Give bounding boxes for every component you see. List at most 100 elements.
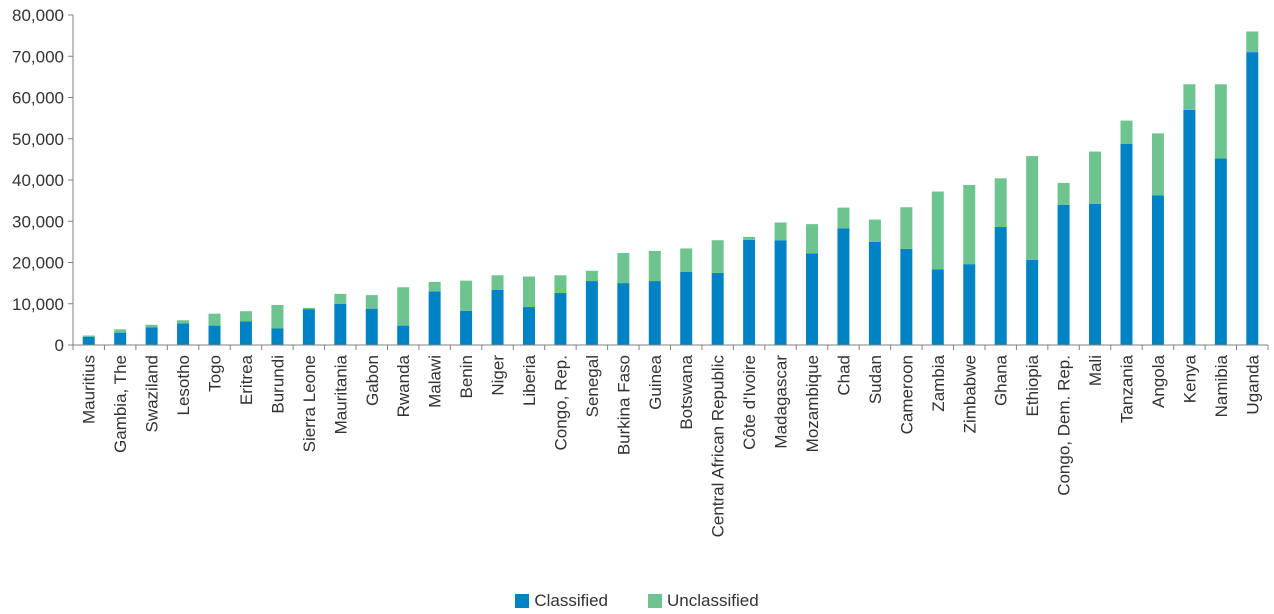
x-tick-label: Benin (457, 355, 476, 398)
bar-classified (302, 309, 315, 345)
x-tick-label: Lesotho (174, 355, 193, 416)
bar-classified (774, 240, 787, 345)
bar-classified (868, 241, 881, 345)
x-axis: Mauritius Gambia, The Swaziland Lesotho Togo… (72, 344, 1269, 538)
bar-unclassified (806, 224, 819, 254)
bar-classified (1026, 260, 1039, 345)
x-tick-label: Uganda (1243, 354, 1262, 414)
bar-unclassified (554, 275, 567, 294)
x-tick-label: Angola (1149, 354, 1168, 407)
x-tick-label: Mali (1086, 355, 1105, 386)
bar-unclassified (271, 304, 284, 329)
y-tick-label: 70,000 (12, 47, 64, 66)
bar-classified (806, 253, 819, 345)
y-axis: 0 10,000 20,000 30,000 40,000 50,000 60,000 70,… (12, 6, 74, 355)
x-tick-label: Burkina Faso (614, 355, 633, 455)
bar-unclassified (522, 276, 535, 308)
bar-unclassified (208, 313, 221, 326)
bar-unclassified (365, 295, 378, 309)
bar-unclassified (114, 329, 127, 333)
x-tick-label: Congo, Dem. Rep. (1055, 355, 1074, 496)
bar-classified (365, 308, 378, 345)
x-tick-label: Togo (206, 355, 225, 392)
bar-classified (522, 307, 535, 345)
bar-unclassified (648, 250, 661, 282)
bar-classified (1057, 204, 1070, 345)
x-tick-label: Liberia (520, 354, 539, 406)
bar-unclassified (177, 320, 190, 324)
bar-classified (680, 271, 693, 345)
bar-unclassified (460, 280, 473, 311)
bar-unclassified (1246, 31, 1259, 53)
x-tick-label: Zimbabwe (960, 355, 979, 433)
bar-classified (145, 327, 158, 345)
bar-classified (931, 269, 944, 345)
x-tick-label: Tanzania (1117, 354, 1136, 423)
bar-unclassified (743, 236, 756, 240)
y-tick-label: 20,000 (12, 254, 64, 273)
x-tick-label: Malawi (426, 355, 445, 408)
x-tick-label: Congo, Rep. (551, 355, 570, 450)
x-tick-label: Kenya (1180, 354, 1199, 403)
bar-classified (617, 283, 630, 345)
bar-unclassified (1214, 84, 1227, 159)
legend-item-unclassified: Unclassified (648, 591, 759, 611)
bar-classified (743, 239, 756, 345)
bar-classified (1089, 203, 1102, 345)
bar-unclassified (145, 324, 158, 328)
legend: Classified Unclassified (0, 591, 1274, 611)
bar-classified (837, 228, 850, 345)
bar-classified (963, 264, 976, 345)
x-tick-label: Central African Republic (709, 355, 728, 538)
legend-swatch-unclassified (648, 594, 663, 608)
bar-unclassified (491, 275, 504, 290)
x-tick-label: Namibia (1212, 354, 1231, 417)
bar-classified (1214, 158, 1227, 345)
stacked-bar-chart: 0 10,000 20,000 30,000 40,000 50,000 60,000 70,… (12, 6, 1269, 538)
bar-classified (271, 328, 284, 345)
bar-unclassified (1120, 120, 1133, 144)
bar-unclassified (1151, 133, 1164, 196)
x-tick-label: Niger (489, 355, 508, 396)
x-tick-label: Ethiopia (1023, 354, 1042, 416)
x-tick-label: Senegal (583, 355, 602, 417)
bar-unclassified (617, 253, 630, 284)
bar-unclassified (963, 184, 976, 265)
bar-classified (460, 310, 473, 345)
bar-classified (554, 293, 567, 345)
x-tick-label: Mozambique (803, 355, 822, 452)
bars-group (82, 31, 1259, 345)
bar-unclassified (1026, 156, 1039, 261)
bar-unclassified (868, 219, 881, 242)
bar-unclassified (397, 287, 410, 326)
bar-classified (994, 227, 1007, 345)
bar-classified (177, 323, 190, 345)
bar-unclassified (931, 191, 944, 270)
x-tick-label: Cameroon (897, 355, 916, 434)
bar-unclassified (900, 207, 913, 249)
bar-classified (1246, 52, 1259, 345)
legend-item-classified: Classified (515, 591, 608, 611)
x-tick-label: Eritrea (237, 354, 256, 405)
bar-classified (1183, 109, 1196, 345)
bar-unclassified (1057, 182, 1070, 205)
legend-label-unclassified: Unclassified (667, 591, 759, 610)
x-tick-label: Guinea (646, 354, 665, 409)
legend-swatch-classified (515, 594, 530, 608)
y-tick-label: 80,000 (12, 6, 64, 25)
y-tick-label: 0 (55, 336, 64, 355)
bar-classified (114, 332, 127, 345)
y-tick-label: 10,000 (12, 295, 64, 314)
bar-classified (208, 325, 221, 345)
bar-unclassified (994, 178, 1007, 228)
x-tick-label: Sierra Leone (300, 355, 319, 452)
bar-classified (397, 325, 410, 345)
y-tick-label: 60,000 (12, 89, 64, 108)
bar-classified (334, 303, 347, 345)
bar-unclassified (428, 281, 441, 292)
bar-unclassified (680, 248, 693, 272)
x-tick-label: Gambia, The (111, 355, 130, 453)
bar-unclassified (711, 240, 724, 273)
x-tick-label: Madagascar (772, 355, 791, 449)
bar-classified (428, 291, 441, 345)
